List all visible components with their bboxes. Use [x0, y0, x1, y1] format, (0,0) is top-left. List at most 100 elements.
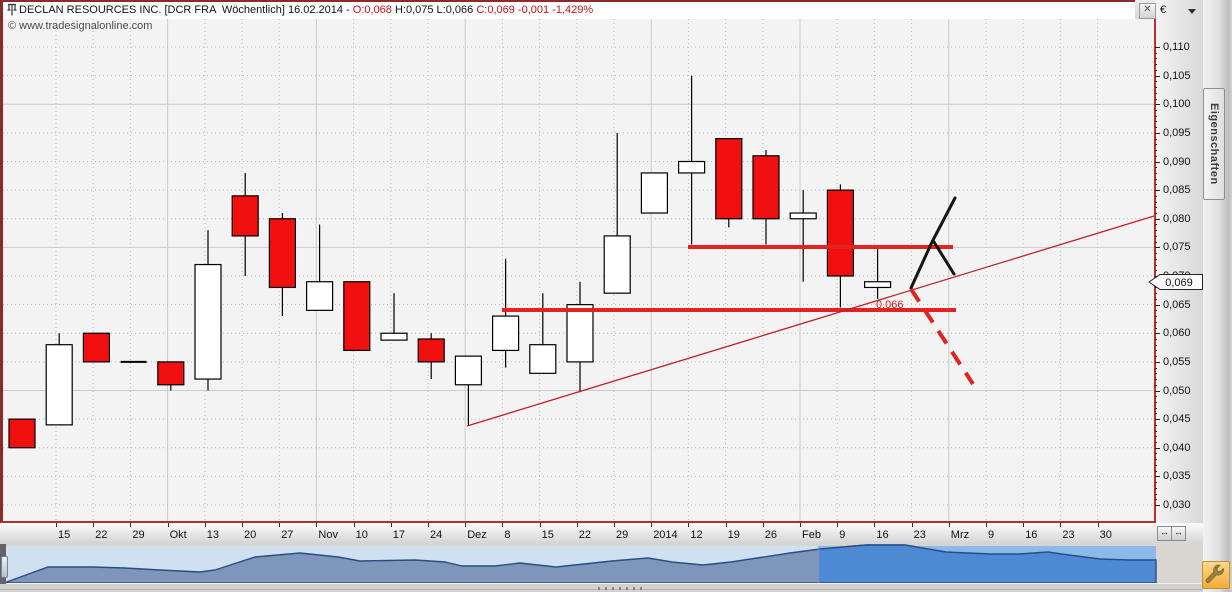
- price-minor-tick: [1155, 195, 1157, 197]
- candle[interactable]: [826, 184, 855, 308]
- price-minor-tick: [1155, 379, 1157, 381]
- date-tick-mark: [614, 523, 615, 527]
- candle[interactable]: [640, 172, 669, 214]
- candle[interactable]: [789, 190, 817, 282]
- date-tick-label: 23: [913, 529, 926, 541]
- price-minor-tick: [1155, 316, 1157, 318]
- date-tick-label: 22: [95, 529, 108, 541]
- price-minor-tick: [1155, 293, 1157, 295]
- candle[interactable]: [752, 150, 780, 245]
- price-minor-tick: [1155, 224, 1157, 226]
- candle[interactable]: [82, 332, 111, 363]
- freehand-up-line[interactable]: [909, 196, 957, 290]
- date-tick-mark: [1060, 523, 1062, 527]
- price-tick-label: 0,055: [1163, 355, 1191, 368]
- date-tick-mark: [353, 523, 355, 527]
- splitter-grip[interactable]: [1, 556, 8, 578]
- date-tick-label: Mrz: [950, 529, 970, 541]
- price-minor-tick: [1155, 396, 1157, 398]
- price-minor-tick: [1155, 127, 1157, 129]
- date-tick-mark: [428, 523, 429, 527]
- wrench-button[interactable]: [1202, 561, 1230, 589]
- projection-dashed-line[interactable]: [909, 287, 975, 386]
- candle[interactable]: [306, 224, 334, 311]
- price-minor-tick: [1155, 253, 1157, 255]
- chevron-down-icon[interactable]: [1188, 9, 1196, 14]
- date-tick-label: 29: [616, 529, 629, 541]
- price-minor-tick: [1155, 367, 1157, 369]
- price-tick-label: 0,035: [1163, 470, 1191, 483]
- price-minor-tick: [1155, 310, 1157, 312]
- pin-icon[interactable]: [6, 3, 18, 17]
- candle[interactable]: [715, 138, 743, 228]
- candle[interactable]: [268, 213, 296, 317]
- price-tick-label: 0,095: [1163, 126, 1191, 139]
- date-tick-label: 15: [58, 529, 71, 541]
- date-tick-mark: [93, 523, 95, 527]
- date-tick-label: 12: [690, 529, 703, 541]
- candles-layer: [8, 75, 892, 449]
- tab-eigenschaften[interactable]: Eigenschaften: [1203, 88, 1225, 200]
- svg-text:0,069: 0,069: [1165, 277, 1193, 289]
- candle[interactable]: [603, 132, 631, 294]
- date-tick-mark: [390, 523, 392, 527]
- candle[interactable]: [343, 281, 371, 352]
- candle[interactable]: [492, 258, 520, 368]
- price-minor-tick: [1155, 373, 1157, 375]
- last-price-badge: 0,069: [1148, 273, 1203, 290]
- price-minor-tick: [1155, 69, 1157, 71]
- date-tick-label: Feb: [802, 529, 821, 541]
- price-minor-tick: [1155, 350, 1157, 352]
- candle[interactable]: [677, 75, 706, 245]
- price-tick-mark: [1155, 505, 1160, 506]
- hscale-compress-button[interactable]: ↔: [1157, 526, 1172, 541]
- navigator-chart[interactable]: [3, 544, 1157, 584]
- hscale-expand-button[interactable]: ↔: [1171, 526, 1186, 541]
- price-minor-tick: [1155, 482, 1157, 484]
- candle[interactable]: [417, 333, 445, 380]
- candle[interactable]: [45, 333, 73, 426]
- date-axis[interactable]: [0, 523, 1203, 542]
- candle[interactable]: [380, 293, 408, 341]
- date-tick-label: 23: [1062, 529, 1075, 541]
- price-minor-tick: [1155, 155, 1157, 157]
- candle[interactable]: [566, 281, 594, 393]
- price-minor-tick: [1155, 172, 1157, 174]
- currency-label[interactable]: €: [1160, 4, 1167, 16]
- date-tick-mark: [576, 523, 578, 527]
- price-minor-tick: [1155, 150, 1157, 152]
- date-tick-label: 16: [1025, 529, 1038, 541]
- price-tick-mark: [1155, 476, 1160, 478]
- price-minor-tick: [1155, 235, 1157, 237]
- date-tick-mark: [465, 523, 467, 527]
- drawings-layer: 0,066: [466, 196, 1155, 427]
- candle[interactable]: [863, 247, 892, 299]
- navigator-drag-handle[interactable]: [598, 587, 644, 590]
- navigator-selection[interactable]: [4, 544, 1156, 584]
- date-tick-label: 17: [392, 529, 406, 541]
- gridlines: [3, 19, 1154, 521]
- candle[interactable]: [454, 355, 482, 425]
- candle[interactable]: [157, 361, 185, 391]
- price-axis[interactable]: [1155, 0, 1203, 523]
- candle[interactable]: [194, 230, 222, 391]
- candle[interactable]: [231, 172, 259, 276]
- price-tick-label: 0,065: [1163, 298, 1191, 311]
- title-open-value: O:0,068: [352, 4, 392, 16]
- price-minor-tick: [1155, 241, 1157, 243]
- freehand-down-line[interactable]: [932, 240, 956, 276]
- price-minor-tick: [1155, 138, 1157, 140]
- price-minor-tick: [1155, 87, 1157, 89]
- price-minor-tick: [1155, 52, 1157, 54]
- candle[interactable]: [529, 293, 557, 374]
- wrench-icon: [1205, 564, 1224, 583]
- date-tick-label: 19: [727, 529, 740, 541]
- date-tick-mark: [539, 523, 541, 527]
- price-tick-label: 0,075: [1163, 241, 1191, 254]
- price-tick-mark: [1155, 447, 1160, 449]
- close-icon[interactable]: ✕: [1139, 3, 1156, 19]
- candle[interactable]: [8, 418, 36, 449]
- trend-line[interactable]: [466, 215, 1155, 427]
- price-minor-tick: [1155, 270, 1157, 272]
- price-minor-tick: [1155, 201, 1157, 203]
